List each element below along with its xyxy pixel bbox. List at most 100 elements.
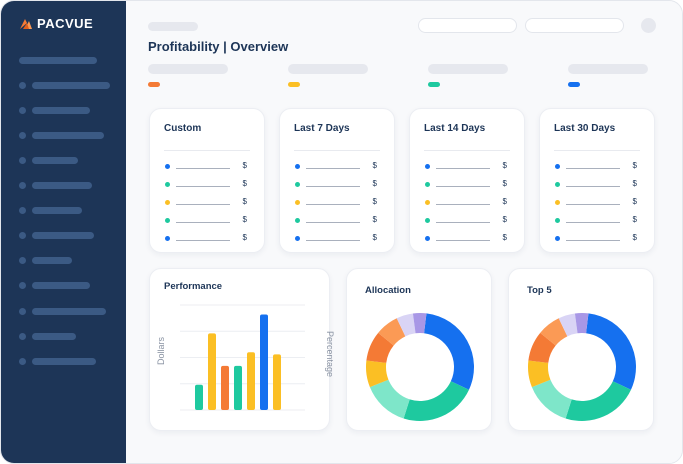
donut-slice[interactable] bbox=[528, 360, 551, 388]
summary-card-title: Last 7 Days bbox=[294, 123, 350, 134]
donut-slice[interactable] bbox=[528, 332, 556, 363]
nav-bullet-icon bbox=[19, 332, 26, 340]
donut-slice[interactable] bbox=[574, 313, 589, 334]
top5-donut-chart bbox=[528, 313, 636, 421]
metric-label-placeholder bbox=[288, 64, 368, 74]
sidebar-item[interactable] bbox=[19, 181, 92, 189]
donut-slice[interactable] bbox=[540, 318, 568, 346]
logo-text: PACVUE bbox=[37, 16, 94, 31]
donut-slice[interactable] bbox=[424, 313, 474, 390]
bar[interactable] bbox=[234, 365, 242, 410]
bar[interactable] bbox=[195, 384, 203, 410]
status-dot-icon bbox=[555, 200, 560, 205]
metric-label-placeholder bbox=[568, 64, 648, 74]
value-placeholder bbox=[566, 186, 620, 187]
nav-bullet-icon bbox=[19, 131, 26, 139]
value-placeholder bbox=[566, 168, 620, 169]
summary-row: $ bbox=[554, 233, 640, 244]
donut-slice[interactable] bbox=[558, 313, 578, 337]
main-content: Profitability | Overview Custom $ $ $ $ $ Last… bbox=[126, 1, 682, 463]
status-dot-icon bbox=[295, 182, 300, 187]
metric-label-placeholder bbox=[428, 64, 508, 74]
donut-slice[interactable] bbox=[412, 313, 427, 334]
performance-title: Performance bbox=[164, 281, 223, 292]
value-placeholder bbox=[176, 240, 230, 241]
sidebar-item[interactable] bbox=[19, 131, 104, 139]
donut-slice[interactable] bbox=[369, 379, 410, 419]
summary-card-title: Last 14 Days bbox=[424, 123, 486, 134]
status-dot-icon bbox=[555, 164, 560, 169]
top5-card: Top 5 bbox=[508, 268, 654, 431]
donut-slice[interactable] bbox=[586, 313, 636, 390]
summary-card-title: Custom bbox=[164, 123, 202, 134]
donut-slice[interactable] bbox=[396, 313, 416, 337]
sidebar-item[interactable] bbox=[19, 332, 76, 340]
bar[interactable] bbox=[247, 352, 255, 410]
summary-card[interactable]: Custom $ $ $ $ $ bbox=[149, 108, 265, 253]
pacvue-logo-icon bbox=[19, 17, 33, 31]
nav-bullet-icon bbox=[19, 307, 26, 315]
sidebar-item[interactable] bbox=[19, 81, 110, 89]
avatar[interactable] bbox=[641, 18, 656, 33]
value-placeholder bbox=[566, 240, 620, 241]
summary-card[interactable]: Last 14 Days $ $ $ $ $ bbox=[409, 108, 525, 253]
sidebar-item[interactable] bbox=[19, 206, 82, 214]
currency-symbol: $ bbox=[502, 179, 507, 188]
nav-bullet-icon bbox=[19, 181, 26, 189]
sidebar-item[interactable] bbox=[19, 281, 90, 289]
donut-slice[interactable] bbox=[565, 381, 631, 421]
sidebar-item[interactable] bbox=[19, 106, 90, 114]
donut-slice[interactable] bbox=[366, 332, 394, 363]
summary-row: $ bbox=[164, 179, 250, 190]
sidebar-item-placeholder[interactable] bbox=[19, 57, 97, 64]
summary-card[interactable]: Last 30 Days $ $ $ $ $ bbox=[539, 108, 655, 253]
sidebar-item-label bbox=[32, 357, 96, 365]
status-dot-icon bbox=[295, 236, 300, 241]
bar[interactable] bbox=[221, 365, 229, 410]
legend-swatch bbox=[288, 82, 300, 87]
donut-slice[interactable] bbox=[378, 318, 406, 346]
date-range-field[interactable] bbox=[418, 18, 517, 33]
currency-symbol: $ bbox=[372, 215, 377, 224]
bar[interactable] bbox=[273, 354, 281, 410]
status-dot-icon bbox=[425, 236, 430, 241]
status-dot-icon bbox=[165, 218, 170, 223]
legend-swatch bbox=[568, 82, 580, 87]
divider bbox=[424, 150, 510, 151]
summary-row: $ bbox=[424, 161, 510, 172]
currency-symbol: $ bbox=[632, 179, 637, 188]
summary-card[interactable]: Last 7 Days $ $ $ $ $ bbox=[279, 108, 395, 253]
nav-bullet-icon bbox=[19, 156, 26, 164]
sidebar-item[interactable] bbox=[19, 156, 78, 164]
status-dot-icon bbox=[165, 236, 170, 241]
value-placeholder bbox=[306, 186, 360, 187]
bar[interactable] bbox=[260, 314, 268, 410]
sidebar-item[interactable] bbox=[19, 357, 96, 365]
summary-row: $ bbox=[164, 161, 250, 172]
sidebar-item[interactable] bbox=[19, 256, 72, 264]
donut-slice[interactable] bbox=[366, 360, 389, 388]
performance-chart bbox=[180, 304, 305, 411]
summary-row: $ bbox=[424, 197, 510, 208]
nav-bullet-icon bbox=[19, 106, 26, 114]
breadcrumb-placeholder bbox=[148, 22, 198, 31]
summary-row: $ bbox=[164, 233, 250, 244]
sidebar-item[interactable] bbox=[19, 231, 94, 239]
sidebar-item[interactable] bbox=[19, 307, 106, 315]
allocation-donut-chart bbox=[366, 313, 474, 421]
bar[interactable] bbox=[208, 333, 216, 410]
value-placeholder bbox=[306, 222, 360, 223]
donut-slice[interactable] bbox=[403, 381, 469, 421]
donut-slice[interactable] bbox=[531, 379, 572, 419]
summary-row: $ bbox=[164, 215, 250, 226]
sidebar: PACVUE bbox=[1, 1, 126, 463]
value-placeholder bbox=[436, 204, 490, 205]
summary-card-title: Last 30 Days bbox=[554, 123, 616, 134]
filter-field[interactable] bbox=[525, 18, 624, 33]
currency-symbol: $ bbox=[502, 161, 507, 170]
logo[interactable]: PACVUE bbox=[19, 16, 93, 31]
currency-symbol: $ bbox=[242, 179, 247, 188]
sidebar-item-label bbox=[32, 131, 104, 139]
value-placeholder bbox=[306, 240, 360, 241]
sidebar-item-label bbox=[32, 206, 82, 214]
